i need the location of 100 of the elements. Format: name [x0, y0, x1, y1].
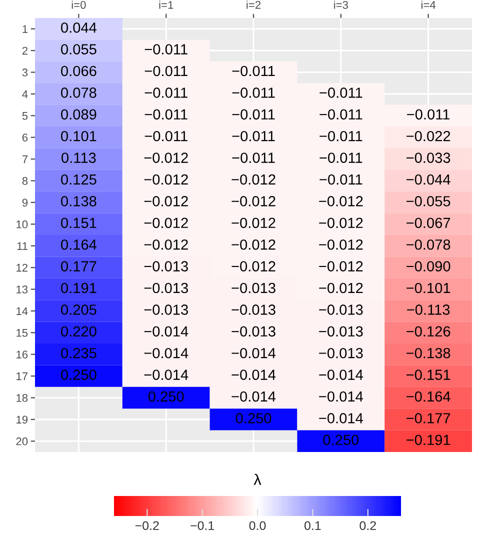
y-tick-label: 11 [17, 242, 28, 250]
data-label: −0.138 [406, 348, 450, 358]
data-label: 0.113 [62, 152, 96, 163]
data-label: −0.013 [232, 282, 276, 294]
data-label: −0.014 [232, 370, 276, 380]
data-label: −0.013 [232, 304, 276, 315]
data-label: −0.011 [232, 109, 275, 120]
data-label: −0.151 [406, 370, 450, 380]
data-label: 0.138 [61, 196, 96, 206]
y-tick-label: 4 [22, 90, 28, 98]
data-label: −0.011 [144, 130, 188, 142]
data-label: −0.012 [232, 196, 276, 206]
data-label: −0.013 [144, 304, 188, 315]
data-label: −0.033 [406, 152, 450, 163]
color-bar-label: 0.1 [304, 521, 321, 530]
data-label: −0.113 [407, 304, 450, 315]
data-label: 0.191 [61, 282, 96, 294]
data-label: −0.011 [320, 109, 362, 120]
data-label: −0.014 [144, 370, 188, 380]
data-label: −0.012 [319, 282, 363, 294]
y-tick-label: 13 [16, 286, 28, 294]
data-label: −0.012 [144, 174, 188, 185]
data-label: −0.014 [144, 348, 188, 358]
data-label: 0.055 [61, 44, 96, 54]
data-label: 0.177 [61, 261, 96, 272]
color-bar-label: 0.0 [249, 521, 266, 530]
data-label: −0.011 [144, 44, 188, 54]
data-label: −0.101 [406, 282, 450, 294]
data-label: −0.014 [144, 326, 188, 337]
data-label: −0.014 [232, 391, 276, 402]
data-label: 0.101 [61, 130, 96, 142]
x-tick-label: i=3 [334, 0, 348, 9]
x-tick-label: i=4 [421, 0, 436, 9]
data-label: −0.011 [144, 66, 188, 76]
data-label: −0.013 [319, 326, 363, 337]
data-label: −0.011 [144, 109, 188, 120]
data-label: −0.022 [406, 130, 450, 142]
data-label: −0.012 [144, 152, 188, 163]
data-label: 0.151 [61, 218, 96, 228]
data-label: −0.191 [406, 434, 450, 446]
data-label: 0.235 [61, 348, 96, 358]
data-label: 0.078 [61, 88, 96, 98]
y-tick-label: 3 [22, 68, 28, 76]
data-label: −0.011 [320, 130, 362, 142]
y-tick-label: 9 [22, 198, 28, 207]
data-label: −0.126 [406, 326, 450, 337]
data-label: −0.014 [232, 348, 276, 358]
data-label: −0.011 [144, 88, 188, 98]
data-label: 0.250 [61, 370, 96, 380]
color-bar-label: −0.2 [135, 521, 159, 530]
data-label: −0.014 [319, 391, 363, 402]
y-tick-label: 5 [22, 112, 28, 120]
data-label: −0.090 [406, 261, 450, 272]
data-label: −0.012 [232, 261, 276, 272]
data-label: −0.012 [232, 239, 276, 250]
x-tick-label: i=1 [159, 0, 174, 9]
data-label: −0.011 [407, 109, 450, 120]
data-label: −0.011 [232, 66, 275, 76]
y-tick-label: 20 [16, 437, 28, 446]
y-tick-label: 1 [22, 25, 28, 33]
y-tick-label: 15 [16, 329, 28, 337]
y-tick-label: 16 [16, 350, 28, 358]
data-label: −0.011 [320, 88, 362, 98]
data-label: −0.012 [319, 196, 363, 206]
data-label: −0.011 [320, 174, 362, 185]
data-label: −0.012 [144, 218, 188, 228]
y-tick-label: 14 [16, 307, 28, 315]
data-label: −0.013 [144, 261, 188, 272]
data-label: −0.013 [319, 348, 363, 358]
data-label: −0.067 [406, 218, 450, 228]
data-label: −0.011 [232, 130, 275, 142]
data-label: 0.205 [61, 304, 96, 315]
y-tick-label: 18 [16, 394, 28, 402]
data-label: 0.066 [61, 66, 96, 76]
data-label: −0.012 [144, 196, 188, 206]
y-tick-label: 19 [16, 416, 28, 424]
data-label: 0.250 [236, 413, 272, 424]
data-label: −0.012 [319, 218, 363, 228]
data-label: −0.078 [406, 239, 450, 250]
data-label: 0.164 [61, 239, 97, 250]
data-label: −0.164 [406, 391, 450, 402]
data-label: −0.012 [144, 239, 188, 250]
y-tick-label: 10 [16, 220, 28, 228]
y-tick-label: 6 [22, 134, 28, 142]
y-tick-label: 2 [22, 46, 28, 55]
data-label: −0.013 [232, 326, 276, 337]
data-label: 0.089 [61, 109, 96, 120]
data-label: 0.250 [148, 391, 184, 402]
y-tick-label: 12 [16, 264, 28, 272]
y-tick-label: 7 [22, 155, 28, 164]
color-bar-label: −0.1 [190, 521, 214, 530]
data-label: −0.013 [319, 304, 363, 315]
color-bar-title: λ [254, 474, 262, 485]
data-label: 0.220 [61, 326, 96, 337]
data-label: −0.011 [232, 88, 275, 98]
data-label: −0.012 [232, 218, 276, 228]
data-label: −0.011 [320, 152, 362, 163]
data-label: −0.044 [406, 174, 450, 185]
data-label: −0.014 [319, 413, 363, 424]
data-label: 0.125 [61, 174, 96, 185]
